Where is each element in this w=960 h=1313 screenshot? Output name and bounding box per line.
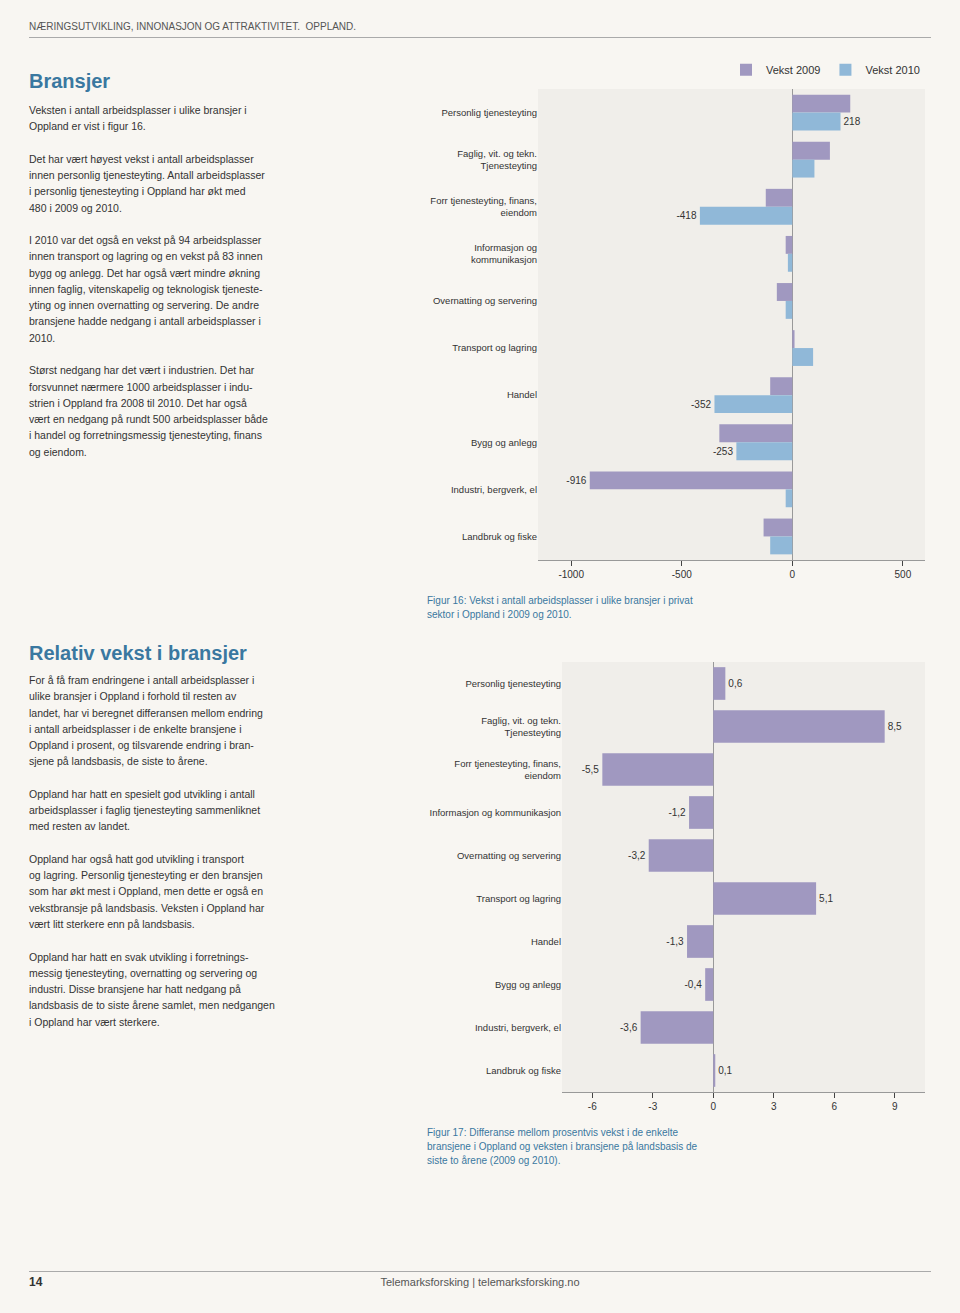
svg-text:Vekst 2009: Vekst 2009: [766, 64, 820, 76]
svg-text:Overnatting og servering: Overnatting og servering: [433, 295, 537, 306]
svg-text:-352: -352: [691, 399, 711, 410]
svg-text:6: 6: [831, 1101, 837, 1112]
html-text:NÆRINGSUTVIKLING, INNONASJON O: NÆRINGSUTVIKLING, INNONASJON OG ATTRAKTI…: [29, 21, 357, 32]
svg-text:-500: -500: [672, 569, 692, 580]
svg-text:Landbruk og fiske: Landbruk og fiske: [486, 1065, 561, 1076]
svg-text:Bygg og anlegg: Bygg og anlegg: [471, 437, 537, 448]
svg-text:-916: -916: [566, 475, 586, 486]
svg-text:Personlig tjenesteyting: Personlig tjenesteyting: [441, 107, 537, 118]
svg-text:-6: -6: [588, 1101, 597, 1112]
svg-text:Faglig, vit. og tekn.Tjenestey: Faglig, vit. og tekn.Tjenesteyting: [457, 148, 537, 171]
svg-text:-253: -253: [713, 446, 733, 457]
svg-text:Forr tjenesteyting, finans,eie: Forr tjenesteyting, finans,eiendom: [430, 195, 537, 218]
svg-text:0,1: 0,1: [718, 1065, 732, 1076]
svg-text:Industri, bergverk, el: Industri, bergverk, el: [475, 1022, 561, 1033]
svg-text:Informasjon og kommunikasjon: Informasjon og kommunikasjon: [430, 807, 561, 818]
svg-text:Vekst 2010: Vekst 2010: [865, 64, 919, 76]
svg-text:0: 0: [710, 1101, 716, 1112]
svg-text:Forr tjenesteyting, finans,eie: Forr tjenesteyting, finans,eiendom: [454, 758, 561, 781]
svg-text:-1,3: -1,3: [666, 936, 684, 947]
svg-text:-1000: -1000: [558, 569, 584, 580]
html-text:Figur 17: Differanse mellom pr: Figur 17: Differanse mellom prosentvis v…: [427, 1127, 698, 1166]
html-text:Bransjer: Bransjer: [29, 70, 111, 92]
svg-text:0: 0: [790, 569, 796, 580]
svg-text:3: 3: [771, 1101, 777, 1112]
html-text:Telemarksforsking | telemarksf: Telemarksforsking | telemarksforsking.no: [380, 1276, 580, 1288]
svg-text:-5,5: -5,5: [582, 764, 600, 775]
svg-text:Transport og lagring: Transport og lagring: [476, 893, 561, 904]
svg-text:-1,2: -1,2: [668, 807, 686, 818]
svg-text:8,5: 8,5: [888, 721, 902, 732]
svg-text:Handel: Handel: [531, 936, 561, 947]
html-text:14: 14: [29, 1275, 43, 1289]
svg-text:Landbruk og fiske: Landbruk og fiske: [462, 531, 537, 542]
svg-text:Faglig, vit. og tekn.Tjenestey: Faglig, vit. og tekn.Tjenesteyting: [481, 715, 561, 738]
svg-text:9: 9: [892, 1101, 898, 1112]
svg-text:-3,6: -3,6: [620, 1022, 638, 1033]
svg-text:0,6: 0,6: [728, 678, 742, 689]
svg-text:5,1: 5,1: [819, 893, 833, 904]
html-text:Veksten i antall arbeidsplasse: Veksten i antall arbeidsplasser i ulike …: [29, 104, 268, 458]
html-text:Figur 16: Vekst i antall arbei: Figur 16: Vekst i antall arbeidsplasser …: [427, 595, 693, 620]
svg-text:Transport og lagring: Transport og lagring: [452, 342, 537, 353]
svg-text:-418: -418: [676, 210, 696, 221]
svg-text:Personlig tjenesteyting: Personlig tjenesteyting: [465, 678, 561, 689]
svg-text:Handel: Handel: [507, 389, 537, 400]
svg-text:Industri, bergverk, el: Industri, bergverk, el: [451, 484, 537, 495]
html-text:Relativ vekst i bransjer: Relativ vekst i bransjer: [29, 642, 247, 664]
svg-text:-0,4: -0,4: [685, 979, 703, 990]
svg-text:-3,2: -3,2: [628, 850, 646, 861]
svg-text:500: 500: [895, 569, 912, 580]
svg-text:Overnatting og servering: Overnatting og servering: [457, 850, 561, 861]
html-text:For å få fram endringene i ant: For å få fram endringene i antall arbeid…: [29, 674, 275, 1028]
svg-text:218: 218: [844, 116, 861, 127]
svg-text:Informasjon ogkommunikasjon: Informasjon ogkommunikasjon: [471, 242, 537, 265]
svg-text:-3: -3: [648, 1101, 657, 1112]
svg-text:Bygg og anlegg: Bygg og anlegg: [495, 979, 561, 990]
